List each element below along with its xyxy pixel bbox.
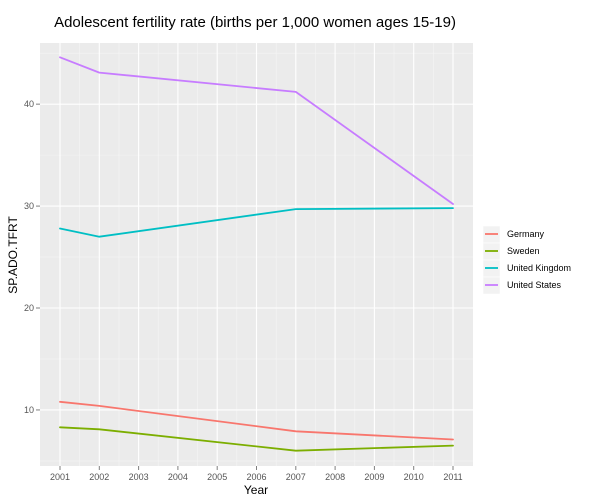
x-tick-label: 2004 bbox=[168, 472, 188, 482]
y-tick-label: 30 bbox=[24, 201, 34, 211]
x-tick-label: 2007 bbox=[286, 472, 306, 482]
legend-label: Germany bbox=[507, 229, 545, 239]
x-tick-label: 2003 bbox=[129, 472, 149, 482]
x-tick-label: 2009 bbox=[364, 472, 384, 482]
series-line-sweden bbox=[59, 426, 454, 452]
x-tick-label: 2010 bbox=[404, 472, 424, 482]
series-line-united-states bbox=[59, 56, 454, 205]
x-tick-label: 2008 bbox=[325, 472, 345, 482]
y-axis-title: SP.ADO.TFRT bbox=[6, 216, 20, 294]
x-tick-label: 2001 bbox=[50, 472, 70, 482]
x-tick-label: 2002 bbox=[89, 472, 109, 482]
chart-title: Adolescent fertility rate (births per 1,… bbox=[54, 14, 456, 31]
x-tick-label: 2006 bbox=[246, 472, 266, 482]
series-lines bbox=[59, 56, 454, 452]
legend-label: United Kingdom bbox=[507, 263, 571, 273]
legend-label: United States bbox=[507, 280, 562, 290]
y-tick-label: 40 bbox=[24, 99, 34, 109]
legend: Germany Sweden United Kingdom United States bbox=[482, 225, 571, 295]
legend-label: Sweden bbox=[507, 246, 540, 256]
x-tick-label: 2005 bbox=[207, 472, 227, 482]
series-line-united-kingdom bbox=[59, 207, 454, 238]
x-tick-label: 2011 bbox=[443, 472, 462, 482]
x-axis-title: Year bbox=[244, 483, 268, 497]
y-tick-label: 10 bbox=[24, 405, 34, 415]
major-gridlines bbox=[40, 43, 473, 466]
series-line-germany bbox=[59, 400, 454, 441]
x-axis: 2001 2002 2003 2004 2005 2006 2007 2008 2009 2010… bbox=[50, 466, 463, 482]
y-tick-label: 20 bbox=[24, 303, 34, 313]
y-axis: 10 20 30 40 bbox=[24, 99, 40, 415]
